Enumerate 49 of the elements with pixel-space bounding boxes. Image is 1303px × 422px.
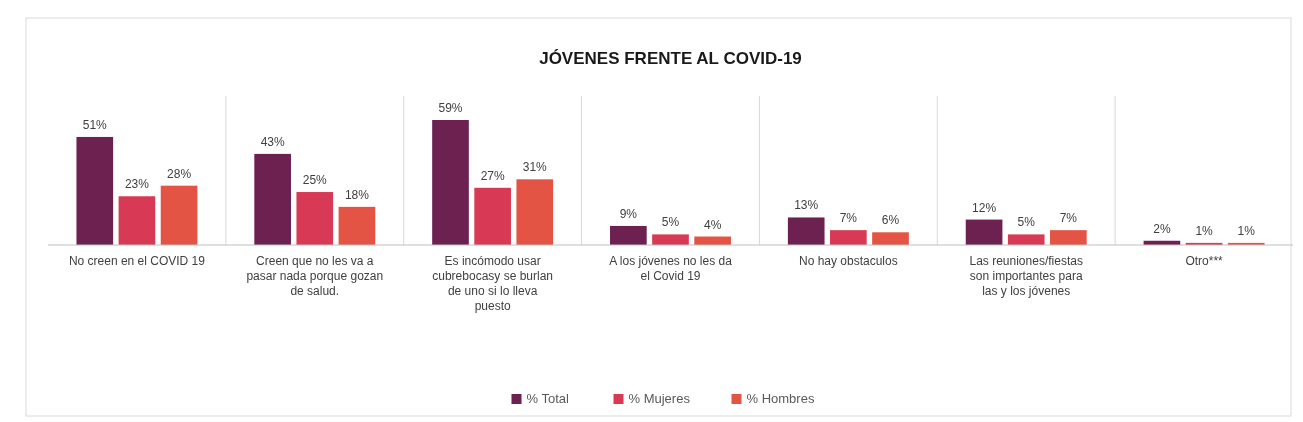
- data-label: 9%: [619, 206, 638, 221]
- bar: [965, 219, 1003, 245]
- data-label: 1%: [1195, 223, 1214, 238]
- bar: [474, 187, 511, 245]
- data-label: 31%: [522, 160, 548, 175]
- data-label: 18%: [344, 187, 370, 202]
- data-label: 51%: [82, 117, 108, 132]
- x-tick-label: A los jóvenes no les da el Covid 19: [609, 254, 733, 283]
- bar: [338, 206, 376, 245]
- legend-label: % Hombres: [746, 391, 815, 406]
- bar: [787, 217, 825, 245]
- data-label: 7%: [839, 211, 858, 226]
- bar: [160, 185, 198, 245]
- x-tick-label: No hay obstaculos: [798, 254, 898, 268]
- bar: [76, 136, 114, 245]
- bar: [118, 196, 156, 245]
- data-label: 6%: [881, 213, 900, 228]
- x-tick-label: Las reuniones/fiestas son importantes para las y los jóvenes: [969, 254, 1083, 298]
- data-label: 23%: [124, 177, 150, 192]
- data-label: 5%: [661, 215, 680, 230]
- x-tick-label: Otro***: [1185, 254, 1224, 268]
- bar: [872, 232, 909, 245]
- bar: [1050, 230, 1087, 245]
- data-label: 7%: [1059, 211, 1078, 226]
- x-tick-label: Es incómodo usar cubrebocasy se burlan de uno si lo lleva puesto: [432, 254, 554, 313]
- data-label: 5%: [1017, 215, 1036, 230]
- data-label: 27%: [480, 168, 505, 183]
- data-label: 1%: [1237, 223, 1256, 238]
- legend-label: % Mujeres: [628, 391, 691, 406]
- bar: [296, 192, 334, 245]
- chart-title: JÓVENES FRENTE AL COVID-19: [539, 49, 802, 68]
- bar: [610, 225, 647, 245]
- legend-label: % Total: [526, 391, 570, 406]
- bar: [432, 120, 469, 245]
- data-label: 59%: [438, 101, 463, 115]
- bar: [516, 179, 554, 245]
- x-tick-label: No creen en el COVID 19: [68, 254, 206, 268]
- data-label: 4%: [703, 217, 722, 232]
- data-label: 25%: [302, 173, 328, 188]
- data-label: 12%: [972, 200, 997, 215]
- data-label: 13%: [794, 198, 819, 213]
- data-label: 43%: [260, 134, 285, 149]
- bar: [830, 230, 867, 245]
- data-label: 28%: [167, 166, 192, 181]
- bar: [652, 234, 689, 245]
- data-label: 2%: [1153, 221, 1171, 236]
- x-tick-label: Creen que no les va a pasar nada porque gozan de salud.: [246, 254, 384, 298]
- bar: [254, 153, 291, 245]
- bar: [1007, 234, 1045, 245]
